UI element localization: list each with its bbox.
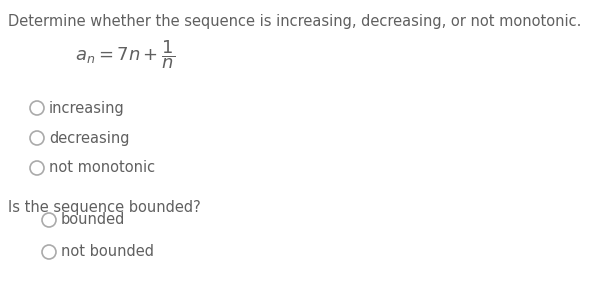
Text: Is the sequence bounded?: Is the sequence bounded? xyxy=(8,200,201,215)
Text: Determine whether the sequence is increasing, decreasing, or not monotonic.: Determine whether the sequence is increa… xyxy=(8,14,581,29)
Text: not monotonic: not monotonic xyxy=(49,160,155,175)
Text: bounded: bounded xyxy=(61,212,125,228)
Text: not bounded: not bounded xyxy=(61,245,154,259)
Text: decreasing: decreasing xyxy=(49,131,130,146)
Text: $a_n = 7n + \dfrac{1}{n}$: $a_n = 7n + \dfrac{1}{n}$ xyxy=(75,38,175,71)
Text: increasing: increasing xyxy=(49,100,125,115)
